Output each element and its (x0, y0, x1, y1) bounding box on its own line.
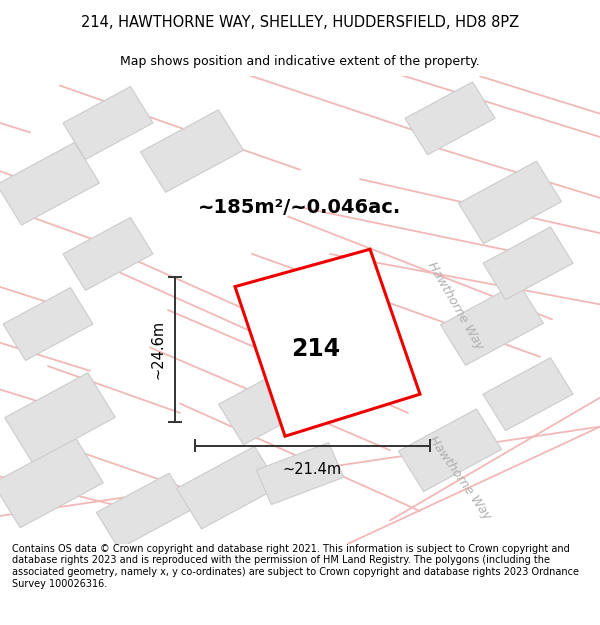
Polygon shape (97, 473, 191, 549)
Text: Contains OS data © Crown copyright and database right 2021. This information is : Contains OS data © Crown copyright and d… (12, 544, 579, 589)
Polygon shape (5, 373, 115, 462)
Text: ~185m²/~0.046ac.: ~185m²/~0.046ac. (199, 198, 401, 217)
Polygon shape (405, 82, 495, 155)
Polygon shape (140, 110, 244, 192)
Polygon shape (483, 227, 573, 300)
Polygon shape (63, 86, 153, 159)
Polygon shape (398, 409, 502, 491)
Polygon shape (483, 357, 573, 431)
Polygon shape (218, 362, 322, 445)
Text: ~21.4m: ~21.4m (283, 462, 342, 478)
Polygon shape (63, 217, 153, 291)
Text: 214, HAWTHORNE WAY, SHELLEY, HUDDERSFIELD, HD8 8PZ: 214, HAWTHORNE WAY, SHELLEY, HUDDERSFIEL… (81, 15, 519, 30)
Text: 214: 214 (291, 337, 340, 361)
Text: Hawthorne Way: Hawthorne Way (425, 259, 485, 351)
Polygon shape (256, 442, 344, 504)
Polygon shape (3, 288, 93, 361)
Polygon shape (0, 142, 100, 225)
Polygon shape (0, 438, 103, 528)
Polygon shape (297, 311, 387, 384)
Text: Hawthorne Way: Hawthorne Way (426, 434, 494, 522)
Polygon shape (176, 446, 280, 529)
Polygon shape (458, 161, 562, 244)
Text: Map shows position and indicative extent of the property.: Map shows position and indicative extent… (120, 55, 480, 68)
Polygon shape (235, 249, 420, 436)
Polygon shape (440, 282, 544, 365)
Text: ~24.6m: ~24.6m (150, 320, 165, 379)
